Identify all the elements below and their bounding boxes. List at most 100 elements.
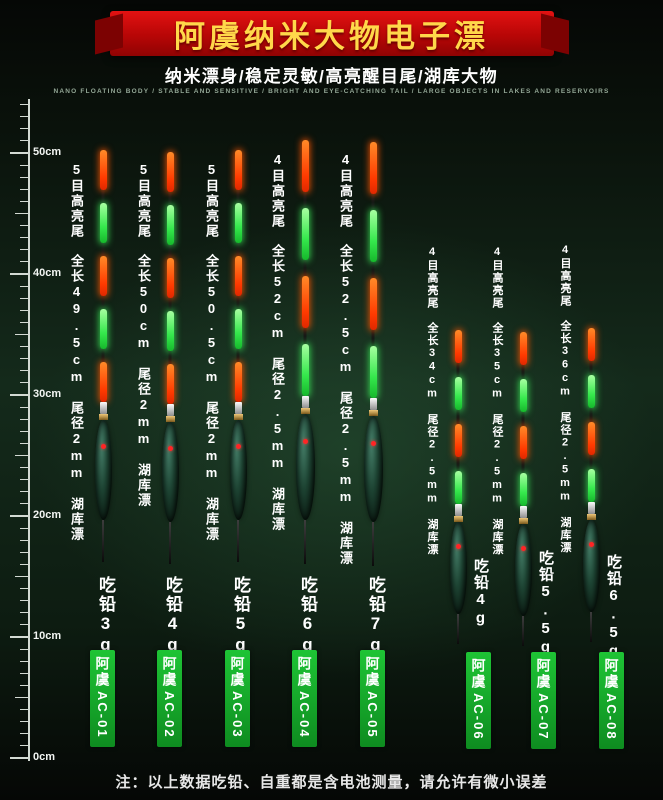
led-segment-red (166, 152, 174, 192)
ruler-tick (10, 394, 28, 396)
float-body (161, 422, 179, 522)
body-gold-ring (586, 514, 596, 520)
ruler-tick (20, 539, 28, 541)
ruler-tick (20, 418, 28, 420)
ruler-tick (20, 588, 28, 590)
body-gold-ring (233, 414, 243, 420)
float-weight: 吃铅6.5g (605, 554, 622, 661)
ruler-tick (20, 684, 28, 686)
brand-label: 阿虞 (229, 656, 246, 688)
led-segment-red (99, 362, 107, 402)
antenna-collar (99, 402, 107, 414)
led-segment-green (369, 210, 377, 262)
ruler-tick (20, 237, 28, 239)
ruler-tick (20, 491, 28, 493)
ruler-line (28, 98, 30, 761)
subtitle: 纳米漂身/稳定灵敏/高亮醒目尾/湖库大物 (164, 67, 499, 86)
footer-note: 注：以上数据吃铅、自重都是含电池测量，请允许有微小误差 (115, 774, 548, 791)
ruler-tick (20, 721, 28, 723)
led-segment-red (301, 276, 309, 328)
ruler-tick (20, 285, 28, 287)
led-segment-red (99, 150, 107, 190)
float-body (94, 420, 112, 520)
led-segment-green (166, 205, 174, 245)
ruler-tick (20, 745, 28, 747)
ruler-label: 30cm (33, 388, 62, 400)
ruler-tick (20, 467, 28, 469)
model-label: AC-05 (365, 691, 380, 739)
model-label: AC-03 (230, 691, 245, 739)
ruler-tick (20, 176, 28, 178)
float-body (449, 522, 467, 614)
float-spec: 5目高亮尾 全长49.5cm 尾径2mm 湖库漂 (69, 162, 84, 542)
led-segment-green (99, 203, 107, 243)
ruler-tick (20, 648, 28, 650)
ruler-label: 0cm (33, 751, 56, 763)
ruler-tick (20, 358, 28, 360)
float-body (229, 420, 247, 520)
led-segment-green (454, 377, 462, 410)
ruler-tick (20, 140, 28, 142)
float-graphic (295, 140, 315, 564)
ruler-tick (20, 551, 28, 553)
brand-label: 阿虞 (364, 656, 381, 688)
float-body (295, 414, 315, 520)
ruler-tick (20, 370, 28, 372)
ruler-tick (20, 527, 28, 529)
model-badge: 阿虞 AC-05 (360, 650, 385, 747)
led-segment-red (369, 142, 377, 194)
antenna-collar (519, 506, 527, 518)
ruler-tick (20, 104, 28, 106)
float-weight: 吃铅4g (472, 558, 489, 628)
float-spec: 5目高亮尾 全长50cm 尾径2mm 湖库漂 (136, 162, 151, 508)
float-graphic (363, 142, 383, 566)
model-badge: 阿虞 AC-02 (157, 650, 182, 747)
antenna-collar (587, 502, 595, 514)
ruler-tick (20, 733, 28, 735)
ruler-tick (15, 455, 28, 456)
led-segment-red (587, 328, 595, 361)
ruler-tick (20, 164, 28, 166)
float-spec: 4目高亮尾 全长52.5cm 尾径2.5mm 湖库漂 (338, 152, 353, 566)
ruler-tick (10, 273, 28, 275)
float-graphic (160, 152, 180, 564)
led-segment-green (519, 379, 527, 412)
antenna-collar (166, 404, 174, 416)
led-segment-green (301, 344, 309, 396)
float-spec: 5目高亮尾 全长50.5cm 尾径2mm 湖库漂 (204, 162, 219, 542)
ruler-tick (20, 225, 28, 227)
ruler-tick (20, 612, 28, 614)
body-gold-ring (368, 410, 378, 416)
led-segment-red (454, 330, 462, 363)
led-segment-green (369, 346, 377, 398)
brand-label: 阿虞 (470, 658, 487, 690)
model-badge: 阿虞 AC-04 (292, 650, 317, 747)
ruler-tick (10, 152, 28, 154)
ruler-tick (10, 636, 28, 638)
led-segment-green (234, 203, 242, 243)
ruler-tick (20, 261, 28, 263)
model-label: AC-08 (604, 693, 619, 741)
ruler-tick (20, 563, 28, 565)
led-segment-red (369, 278, 377, 330)
float-stem (521, 616, 525, 646)
float-graphic (581, 328, 601, 642)
float-weight: 吃铅3g (96, 576, 115, 656)
led-segment-green (587, 469, 595, 502)
ruler-tick (20, 249, 28, 251)
ruler-tick (20, 624, 28, 626)
ruler-tick (10, 515, 28, 517)
led-segment-red (166, 258, 174, 298)
led-segment-green (99, 309, 107, 349)
model-label: AC-04 (297, 691, 312, 739)
led-segment-green (519, 473, 527, 506)
ruler-tick (20, 321, 28, 323)
ruler-tick (20, 442, 28, 444)
page-title: 阿虞纳米大物电子漂 (174, 19, 489, 54)
ruler-tick (20, 382, 28, 384)
led-segment-red (234, 362, 242, 402)
brand-label: 阿虞 (296, 656, 313, 688)
led-segment-red (99, 256, 107, 296)
body-gold-ring (165, 416, 175, 422)
ruler-tick (20, 297, 28, 299)
